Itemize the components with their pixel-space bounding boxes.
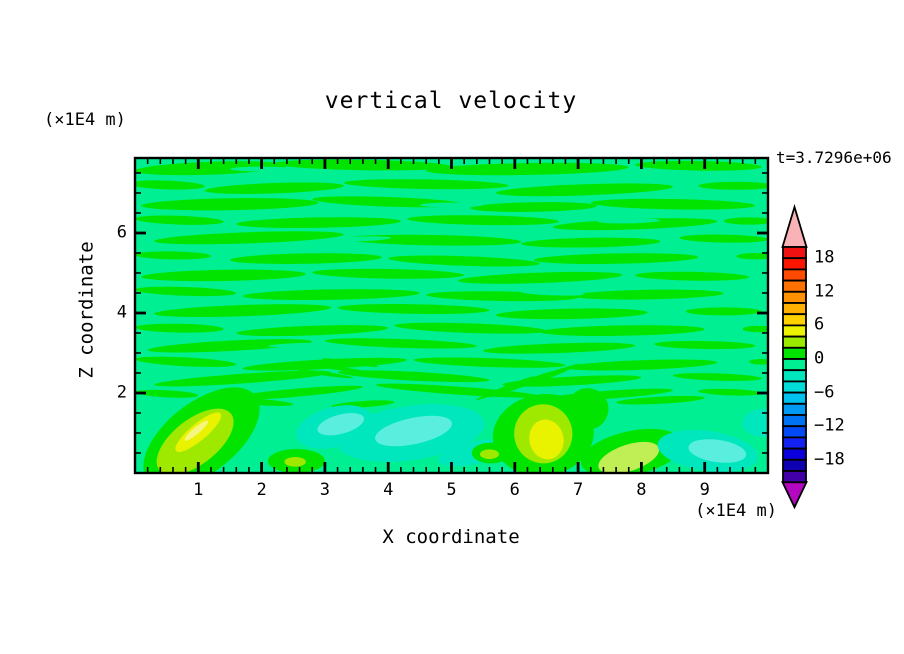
colorbar-tick-label: −6: [814, 382, 835, 403]
y-tick-label: 6: [116, 222, 127, 243]
x-tick-label: 4: [383, 480, 394, 500]
x-axis-unit-label: (×1E4 m): [695, 501, 777, 521]
plot-title: vertical velocity: [324, 88, 578, 114]
colorbar-tick-label: 6: [814, 314, 825, 335]
x-tick-label: 5: [446, 480, 457, 500]
x-tick-label: 8: [636, 480, 647, 500]
colorbar-tick-label: −12: [814, 415, 845, 436]
x-axis-title: X coordinate: [382, 526, 520, 548]
y-tick-label: 4: [116, 302, 127, 323]
colorbar-tick-label: −18: [814, 449, 845, 470]
y-tick-label: 2: [116, 382, 127, 403]
x-tick-label: 2: [256, 480, 267, 500]
y-axis-title: Z coordinate: [75, 241, 98, 379]
x-tick-label: 7: [572, 480, 584, 500]
x-tick-label: 3: [319, 480, 331, 500]
y-axis-unit-label: (×1E4 m): [44, 110, 126, 130]
x-tick-label: 6: [509, 480, 520, 500]
x-tick-label: 9: [699, 480, 710, 500]
x-tick-label: 1: [193, 480, 204, 500]
colorbar-tick-label: 0: [814, 348, 825, 369]
colorbar-tick-label: 12: [814, 281, 835, 302]
colorbar-tick-label: 18: [814, 247, 835, 268]
time-stamp-label: t=3.7296e+06: [776, 148, 892, 167]
